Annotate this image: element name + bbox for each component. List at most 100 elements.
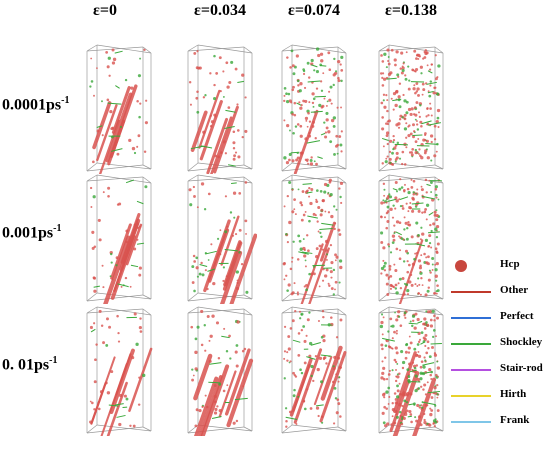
defect-atom — [382, 264, 386, 268]
stacking-fault — [226, 358, 254, 428]
defect-atom — [196, 325, 200, 329]
defect-atom — [434, 187, 438, 191]
defect-atom — [328, 90, 331, 93]
defect-atom — [291, 88, 295, 92]
defect-atom — [417, 209, 421, 213]
stacking-fault — [125, 223, 143, 266]
stacking-fault — [392, 370, 420, 436]
defect-atom — [294, 213, 297, 216]
defect-atom — [102, 341, 106, 345]
box-edge — [291, 292, 347, 300]
defect-atom — [430, 378, 433, 381]
defect-atom — [426, 381, 429, 384]
shockley-dislocation — [310, 64, 318, 68]
defect-atom — [286, 124, 290, 128]
defect-atom — [339, 195, 342, 199]
defect-atom — [290, 49, 294, 53]
defect-atom — [411, 361, 415, 364]
defect-atom — [411, 262, 416, 266]
defect-atom — [294, 375, 298, 378]
box-edge — [96, 44, 152, 54]
stacking-fault — [222, 241, 243, 291]
defect-atom — [383, 201, 386, 204]
defect-atom — [238, 251, 241, 254]
defect-atom — [287, 347, 291, 351]
defect-atom — [322, 358, 326, 361]
defect-atom — [412, 191, 415, 194]
defect-atom — [308, 311, 311, 314]
defect-atom — [234, 350, 238, 354]
defect-atom — [330, 214, 334, 219]
defect-atom — [407, 220, 410, 224]
defect-atom — [426, 340, 430, 344]
box-edge — [142, 426, 152, 432]
defect-atom — [415, 82, 419, 85]
defect-atom — [401, 68, 405, 73]
simulation-box-panel — [86, 306, 153, 436]
defect-atom — [289, 66, 292, 69]
defect-atom — [423, 356, 426, 359]
defect-atom — [319, 190, 323, 193]
defect-atom — [329, 85, 333, 89]
defect-atom — [143, 48, 146, 52]
defect-atom — [414, 140, 418, 143]
box-edge — [388, 162, 444, 170]
defect-atom — [196, 206, 199, 209]
defect-atom — [414, 113, 418, 117]
defect-atom — [383, 405, 386, 409]
defect-atom — [131, 146, 136, 151]
defect-atom — [432, 292, 436, 295]
defect-atom — [197, 66, 201, 70]
box-edge — [243, 176, 253, 184]
defect-atom — [387, 59, 390, 63]
stacking-fault — [199, 99, 223, 161]
defect-atom — [430, 63, 433, 66]
defect-atom — [117, 340, 121, 343]
box-edge — [142, 176, 152, 184]
defect-atom — [297, 353, 301, 357]
defect-atom — [125, 229, 129, 233]
defect-atom — [406, 394, 409, 397]
column-header: ε=0.034 — [194, 2, 246, 19]
box-edge — [378, 44, 390, 52]
defect-atom — [386, 120, 390, 123]
defect-atom — [142, 373, 146, 378]
stacking-fault — [190, 110, 208, 152]
defect-atom — [402, 260, 406, 263]
defect-atom — [382, 199, 385, 202]
defect-atom — [380, 376, 384, 380]
defect-atom — [424, 178, 428, 182]
shockley-dislocation — [115, 85, 120, 89]
defect-atom — [116, 152, 120, 156]
defect-atom — [215, 72, 219, 75]
defect-atom — [305, 334, 308, 337]
defect-atom — [291, 188, 294, 191]
defect-atom — [394, 180, 398, 184]
row-label: 0.0001ps-1 — [2, 95, 70, 114]
defect-atom — [231, 234, 235, 237]
defect-atom — [381, 347, 384, 351]
defect-atom — [428, 355, 432, 359]
defect-atom — [325, 126, 329, 130]
box-edge — [281, 294, 339, 302]
defect-atom — [326, 253, 329, 256]
defect-atom — [198, 408, 202, 413]
defect-atom — [326, 100, 329, 103]
defect-atom — [238, 191, 242, 195]
defect-atom — [312, 272, 316, 276]
defect-atom — [213, 83, 216, 87]
defect-atom — [394, 398, 398, 401]
defect-atom — [419, 365, 423, 369]
defect-atom — [403, 117, 407, 121]
defect-atom — [430, 229, 433, 233]
defect-atom — [144, 121, 148, 125]
shockley-dislocation — [221, 335, 230, 339]
defect-atom — [90, 57, 93, 60]
defect-atom — [303, 254, 307, 258]
defect-atom — [329, 140, 333, 144]
shockley-dislocation — [399, 196, 409, 200]
defect-atom — [436, 316, 439, 320]
defect-atom — [286, 56, 289, 59]
legend-item: Hcp — [445, 256, 550, 276]
defect-atom — [301, 190, 305, 193]
